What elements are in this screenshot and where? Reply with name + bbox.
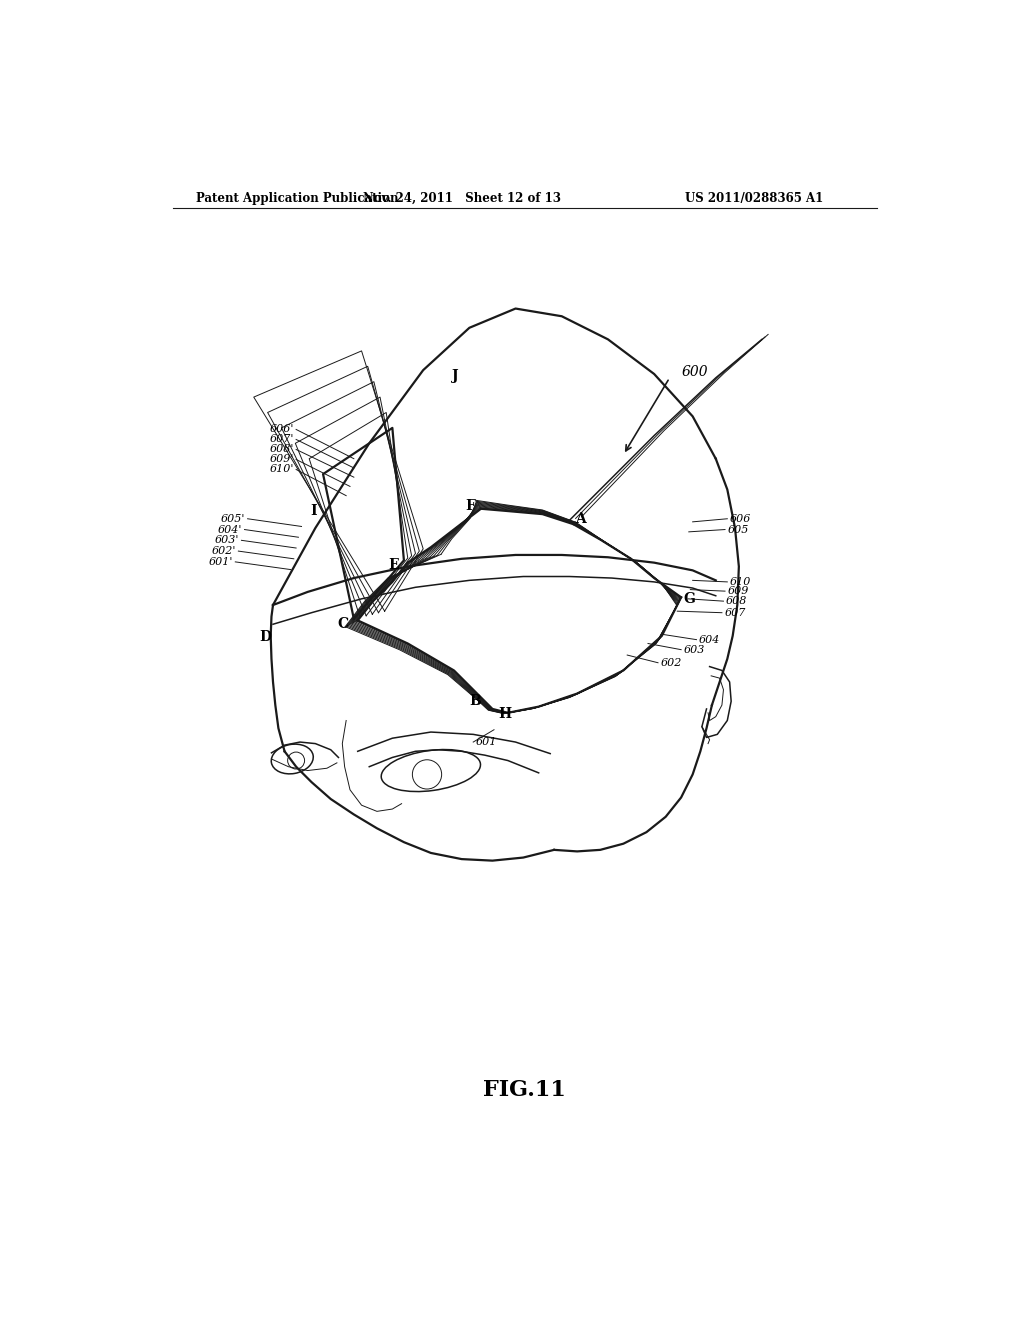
Text: 610: 610 (730, 577, 751, 587)
Text: I: I (310, 504, 316, 517)
Text: 610': 610' (269, 465, 294, 474)
Text: 602: 602 (660, 657, 682, 668)
Text: F: F (466, 499, 475, 513)
Text: US 2011/0288365 A1: US 2011/0288365 A1 (685, 191, 823, 205)
Text: 606': 606' (269, 425, 294, 434)
Text: 600: 600 (681, 366, 708, 379)
Text: 606: 606 (730, 513, 751, 524)
Text: Patent Application Publication: Patent Application Publication (196, 191, 398, 205)
Text: FIG.11: FIG.11 (483, 1080, 566, 1101)
Text: 602': 602' (212, 546, 237, 556)
Text: 601: 601 (475, 737, 497, 747)
Text: 609: 609 (727, 586, 749, 597)
Text: E: E (388, 558, 398, 572)
Text: 608': 608' (269, 445, 294, 454)
Text: B: B (470, 694, 481, 709)
Text: H: H (499, 708, 511, 721)
Text: C: C (337, 618, 348, 631)
Text: 603: 603 (683, 644, 705, 655)
Text: A: A (574, 512, 586, 525)
Text: 608: 608 (726, 597, 748, 606)
Text: 603': 603' (215, 536, 240, 545)
Text: 607: 607 (724, 607, 745, 618)
Text: 604: 604 (698, 635, 720, 644)
Text: D: D (259, 631, 271, 644)
Text: 607': 607' (269, 434, 294, 445)
Text: Nov. 24, 2011   Sheet 12 of 13: Nov. 24, 2011 Sheet 12 of 13 (362, 191, 561, 205)
Text: G: G (683, 591, 695, 606)
Text: 605': 605' (221, 513, 246, 524)
Text: 605: 605 (727, 524, 749, 535)
Text: 609': 609' (269, 454, 294, 465)
Text: 604': 604' (218, 524, 243, 535)
Text: 601': 601' (209, 557, 233, 566)
Text: J: J (453, 368, 459, 383)
